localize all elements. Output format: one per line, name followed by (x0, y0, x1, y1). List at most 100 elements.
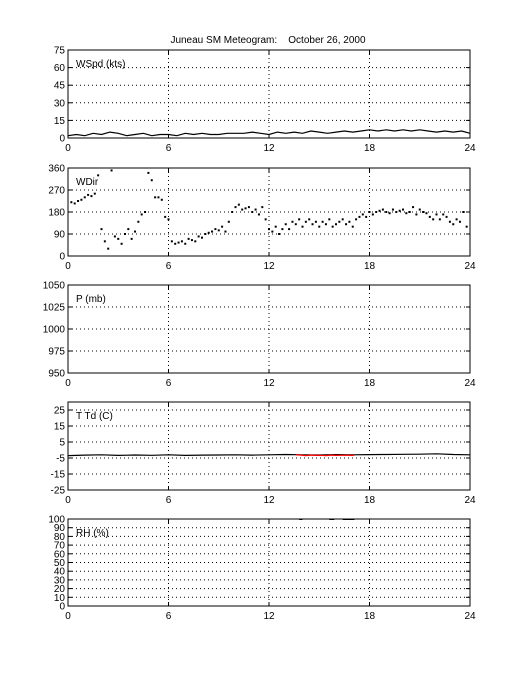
x-tick-label: 0 (65, 495, 71, 506)
data-point (120, 242, 123, 245)
data-point (455, 218, 458, 221)
data-point (103, 240, 106, 243)
x-tick-label: 18 (364, 378, 376, 389)
data-point (97, 174, 100, 177)
data-point (254, 208, 257, 211)
data-point (234, 206, 237, 209)
data-point (140, 213, 143, 216)
y-tick-label: 5 (59, 438, 65, 449)
data-point (314, 220, 317, 223)
panel-label-wdir: WDir (76, 177, 99, 188)
data-point (264, 218, 267, 221)
data-point (458, 220, 461, 223)
panel-label-pres: P (mb) (76, 294, 106, 305)
data-point (261, 206, 264, 209)
data-point (348, 220, 351, 223)
panel-wspd: 0 6 12 18 24 0 15 30 45 60 75 WSpd (kts) (54, 46, 476, 155)
data-point (368, 211, 371, 213)
y-tick-label: 360 (48, 164, 65, 175)
x-tick-label: 12 (263, 261, 275, 272)
data-point (462, 211, 465, 213)
data-point (284, 223, 287, 226)
data-point (137, 220, 140, 223)
y-tick-label: -15 (51, 470, 66, 481)
x-tick-label: 0 (65, 143, 71, 154)
data-point (247, 206, 250, 209)
data-point (207, 231, 210, 234)
data-point (134, 230, 136, 233)
data-point (271, 230, 274, 233)
y-tick-label: 10 (54, 593, 66, 604)
x-tick-label: 0 (65, 378, 71, 389)
data-point (445, 215, 448, 218)
data-point (402, 208, 404, 211)
y-tick-label: 975 (48, 347, 65, 358)
data-point (227, 220, 230, 223)
y-tick-label: 80 (54, 532, 66, 543)
y-tick-label: 1050 (43, 281, 66, 292)
data-point (331, 225, 334, 228)
data-point (345, 223, 348, 226)
data-point (338, 220, 341, 223)
data-point (194, 240, 197, 243)
data-point (388, 212, 391, 215)
data-point (100, 228, 103, 231)
data-point (251, 211, 254, 213)
y-tick-label: 45 (54, 81, 66, 92)
y-tick-label: 75 (54, 46, 66, 57)
data-point (274, 225, 277, 228)
data-point (187, 237, 190, 240)
y-tick-label: 30 (54, 575, 66, 586)
data-point (408, 211, 411, 213)
panel-label-rh: RH (%) (76, 528, 109, 539)
data-point (123, 233, 126, 235)
data-point (80, 198, 83, 201)
data-point (117, 237, 120, 240)
y-tick-label: 100 (48, 515, 65, 526)
data-point (281, 228, 284, 231)
data-point (335, 223, 337, 226)
y-tick-label: 90 (54, 230, 66, 241)
x-tick-label: 12 (263, 378, 275, 389)
panel-label-temp: T Td (C) (76, 411, 113, 422)
data-point (294, 223, 297, 226)
x-tick-label: 12 (263, 143, 275, 154)
data-point (341, 218, 344, 221)
data-point (304, 220, 307, 223)
data-point (160, 198, 163, 201)
data-point (435, 213, 438, 216)
y-tick-label: 15 (54, 116, 66, 127)
data-point (405, 212, 408, 215)
data-point (452, 223, 455, 226)
data-point (201, 236, 203, 239)
x-tick-label: 12 (263, 495, 275, 506)
data-point (113, 235, 116, 238)
data-point (70, 201, 73, 204)
y-tick-label: 1000 (43, 325, 66, 336)
data-point (422, 211, 425, 213)
data-point (351, 225, 354, 228)
data-point (144, 211, 147, 213)
y-tick-label: 270 (48, 186, 65, 197)
y-tick-label: 950 (48, 369, 65, 380)
data-point (170, 240, 173, 243)
series-line-temp-0 (67, 453, 471, 457)
data-point (395, 211, 398, 213)
panel-wdir: 0 6 12 18 24 0 90 180 270 360 WDir (48, 164, 476, 273)
data-point (398, 209, 401, 212)
y-tick-label: -25 (51, 486, 66, 497)
data-point (381, 208, 384, 211)
data-point (448, 220, 451, 223)
x-tick-label: 18 (364, 261, 376, 272)
x-tick-label: 18 (364, 495, 376, 506)
data-point (177, 241, 180, 244)
data-point (442, 213, 445, 216)
data-point (174, 242, 177, 245)
data-point (167, 218, 170, 221)
x-tick-label: 0 (65, 611, 71, 622)
x-tick-label: 24 (464, 495, 476, 506)
data-point (375, 211, 378, 213)
data-point (204, 233, 207, 235)
figure-title: Juneau SM Meteogram: October 26, 2000 (170, 35, 366, 46)
data-point (241, 208, 244, 211)
